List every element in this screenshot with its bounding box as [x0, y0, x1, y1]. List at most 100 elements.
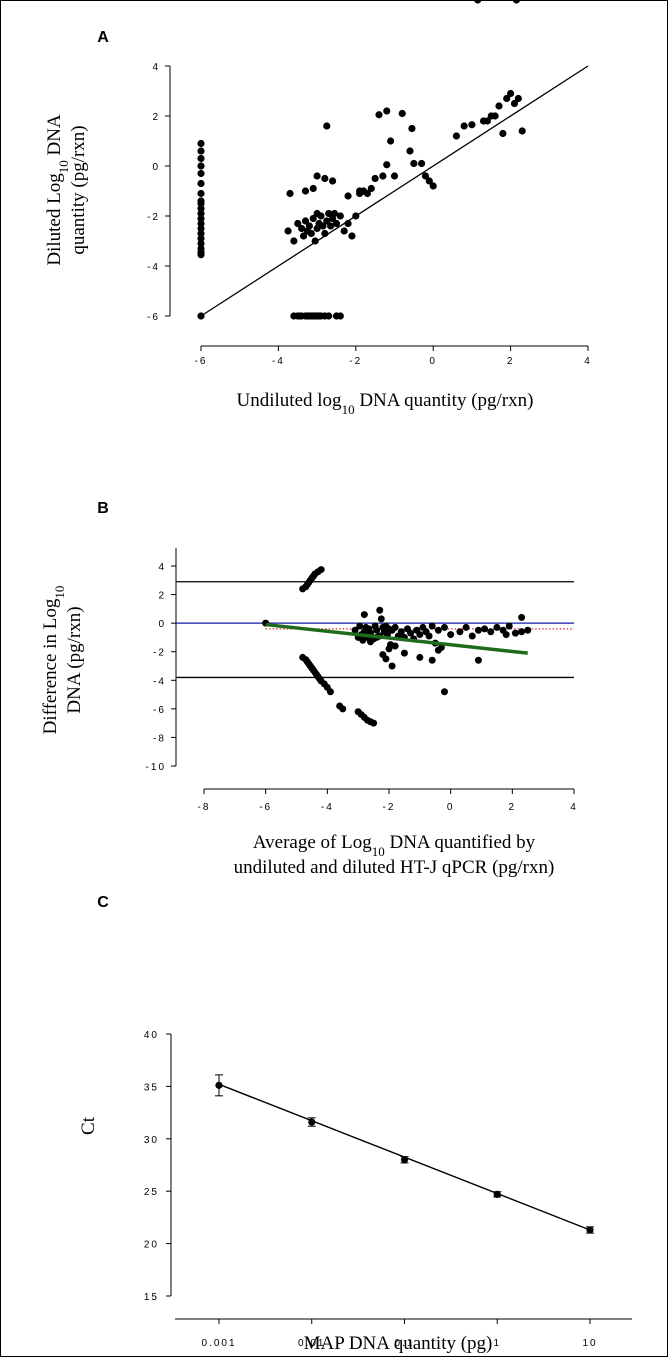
panel-a-point — [301, 187, 310, 195]
panel-b-x-label-2: undiluted and diluted HT-J qPCR (pg/rxn) — [234, 857, 555, 878]
panel-a-point — [336, 312, 344, 320]
panel-a-point — [307, 229, 315, 238]
panel-a-point — [309, 184, 317, 193]
panel-a-point — [319, 222, 327, 230]
panel-b-point — [391, 623, 399, 631]
panel-a-point — [197, 199, 205, 208]
panel-c-y-tick-label: 25 — [144, 1187, 159, 1198]
panel-c-x-tick-label: 10 — [582, 1338, 597, 1349]
panel-b-point — [339, 705, 347, 713]
panel-b-point — [397, 628, 405, 636]
panel-a-point — [332, 219, 341, 228]
panel-b-regression-line — [265, 622, 528, 655]
panel-b-x-tick-label: 0 — [447, 802, 455, 813]
panel-b-point — [376, 606, 384, 614]
panel-a-point — [410, 159, 418, 168]
panel-a-point — [323, 217, 331, 225]
panel-a-point — [321, 174, 329, 183]
panel-b-x-tick-label: -2 — [383, 802, 396, 813]
panel-b-point — [416, 631, 424, 639]
panel-b-point — [400, 649, 408, 657]
panel-a-point — [512, 0, 521, 4]
panel-a-point — [294, 219, 302, 228]
panel-a-point — [344, 219, 352, 228]
panel-a-point — [367, 184, 375, 193]
panel-a-point — [321, 229, 329, 238]
panel-b-x-tick-label: -6 — [259, 802, 272, 813]
panel-a-point — [197, 147, 205, 155]
panel-b-point — [326, 688, 334, 696]
panel-c-x-label: MAP DNA quantity (pg) — [304, 1333, 493, 1354]
panel-a-label: A — [97, 29, 109, 46]
panel-a-point — [371, 174, 379, 183]
panel-a-point — [483, 117, 491, 125]
panel-a-y-tick-label: 0 — [152, 162, 160, 173]
panel-b-point — [370, 719, 378, 727]
panel-c-x-tick-label: 1 — [493, 1338, 501, 1349]
panel-b-point — [441, 623, 448, 631]
panel-b-point — [360, 611, 368, 619]
panel-a-point — [340, 227, 348, 235]
panel-a-point — [352, 212, 360, 220]
panel-a-point — [197, 234, 205, 243]
panel-a-point — [327, 222, 335, 230]
panel-a-y-tick-label: -2 — [147, 212, 160, 223]
panel-b-y-tick-label: -10 — [146, 762, 166, 773]
panel-a-point — [383, 107, 391, 115]
panel-a-point — [290, 237, 298, 245]
panel-b-y-label-1: Difference in Log10 — [40, 586, 67, 735]
panel-b-point — [447, 631, 455, 639]
panel-b-point — [493, 623, 501, 631]
panel-a-point — [336, 212, 344, 220]
panel-a-y-label-2: quantity (pg/rxn) — [68, 125, 89, 254]
panel-b-point — [382, 655, 390, 663]
panel-b-point — [391, 642, 399, 650]
panel-b-x-label-1: Average of Log10 DNA quantified by — [253, 832, 536, 859]
panel-a-point — [387, 137, 395, 145]
panel-a-point — [328, 177, 337, 185]
panel-c-y-tick-label: 15 — [144, 1292, 159, 1303]
panel-b-y-label-2: DNA (pg/rxn) — [64, 606, 85, 713]
panel-b-label: B — [97, 500, 109, 517]
panel-a-y-tick-label: -4 — [147, 262, 160, 273]
panel-b-point — [434, 626, 442, 634]
panel-a-point — [330, 209, 339, 218]
panel-b-point — [474, 656, 482, 664]
panel-a-point — [305, 222, 313, 230]
panel-b-point — [317, 566, 325, 574]
panel-a-point — [286, 189, 294, 198]
panel-a-point — [197, 214, 205, 223]
panel-b-point — [373, 626, 381, 634]
panel-b-point — [356, 622, 364, 630]
panel-c-x-tick-label: 0.001 — [201, 1338, 236, 1349]
panel-a-point — [197, 224, 205, 233]
panel-b-point — [462, 623, 470, 631]
panel-b-point — [377, 615, 385, 623]
panel-a-x-tick-label: -6 — [195, 356, 208, 367]
panel-c-point — [400, 1156, 409, 1164]
panel-a-point — [325, 312, 333, 320]
panel-b-point — [518, 628, 526, 636]
panel-b-point — [474, 626, 482, 634]
panel-c-point — [308, 1118, 316, 1126]
panel-a-point — [417, 159, 426, 168]
panel-a-point — [398, 109, 406, 118]
panel-a-point — [348, 232, 356, 240]
panel-a-x-tick-label: -4 — [272, 356, 285, 367]
panel-b-x-tick-label: -4 — [321, 802, 334, 813]
panel-a-point — [503, 94, 511, 103]
panel-b-y-tick-label: -6 — [153, 705, 166, 716]
panel-c-point — [215, 1081, 223, 1089]
panel-a-x-tick-label: -2 — [349, 356, 362, 367]
panel-a-x-tick-label: 4 — [584, 356, 592, 367]
panel-a-point — [375, 111, 383, 119]
panel-b-y-tick-label: 0 — [158, 619, 166, 630]
panel-c-label: C — [97, 894, 109, 911]
panel-a-point — [197, 239, 205, 248]
panel-a-point — [299, 232, 308, 240]
panel-b-y-tick-label: -4 — [153, 676, 166, 687]
panel-b-point — [441, 688, 448, 696]
panel-a-point — [390, 172, 399, 180]
panel-a-point — [344, 192, 352, 200]
panel-b-point — [481, 625, 489, 633]
